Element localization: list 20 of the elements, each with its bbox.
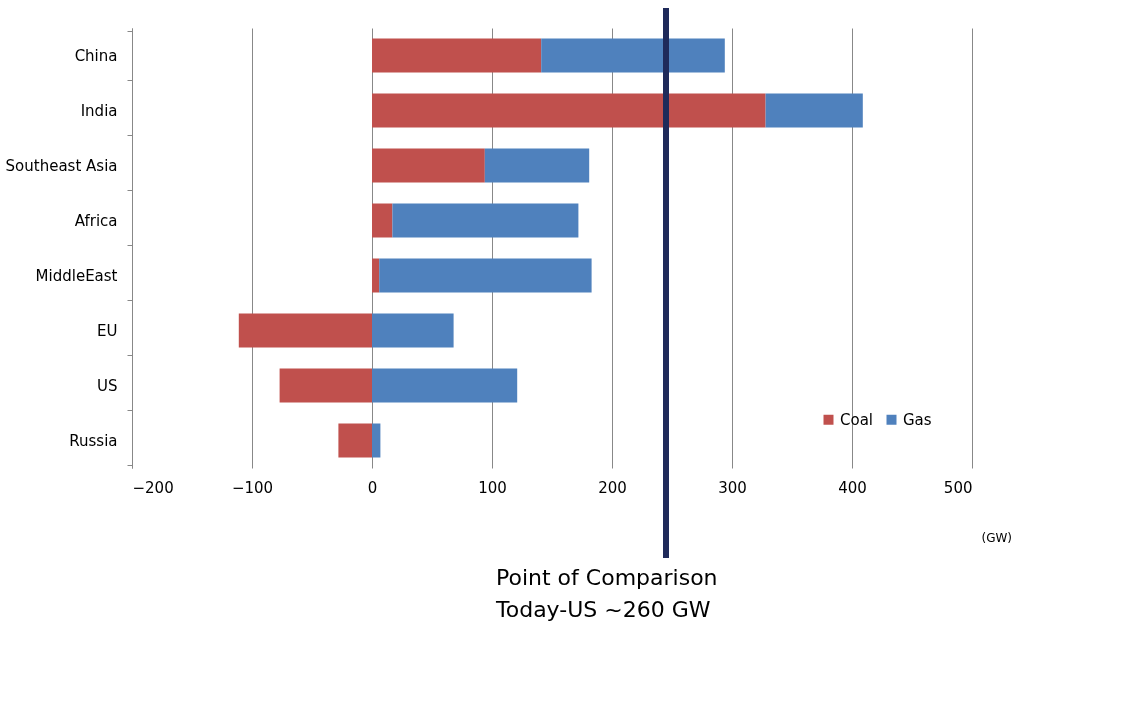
y-tick-label: Southeast Asia bbox=[5, 157, 118, 175]
x-tick-label: 0 bbox=[367, 478, 378, 497]
ref-line-label: Point of Comparison Today-US ~260 GW bbox=[495, 565, 718, 622]
y-tick-label: US bbox=[96, 377, 118, 395]
y-tick-label: MiddleEast bbox=[35, 267, 118, 285]
y-tick-label: Africa bbox=[74, 212, 118, 230]
y-tick-label: China bbox=[74, 47, 118, 65]
x-tick-label: −100 bbox=[231, 478, 274, 497]
y-tick-label: EU bbox=[97, 322, 118, 340]
x-tick-label: 400 bbox=[838, 478, 867, 497]
legend-label: Gas bbox=[903, 410, 932, 429]
y-tick-label: Russia bbox=[69, 432, 118, 450]
legend-label: Coal bbox=[840, 410, 874, 429]
x-tick-label: 300 bbox=[718, 478, 747, 497]
y-tick-label: India bbox=[80, 102, 118, 120]
x-tick-label: −200 bbox=[132, 478, 174, 497]
x-tick-label: 100 bbox=[478, 478, 507, 497]
x-tick-label: 200 bbox=[598, 478, 627, 497]
text: (GW) bbox=[981, 531, 1012, 545]
x-tick-label: 500 bbox=[943, 478, 973, 497]
